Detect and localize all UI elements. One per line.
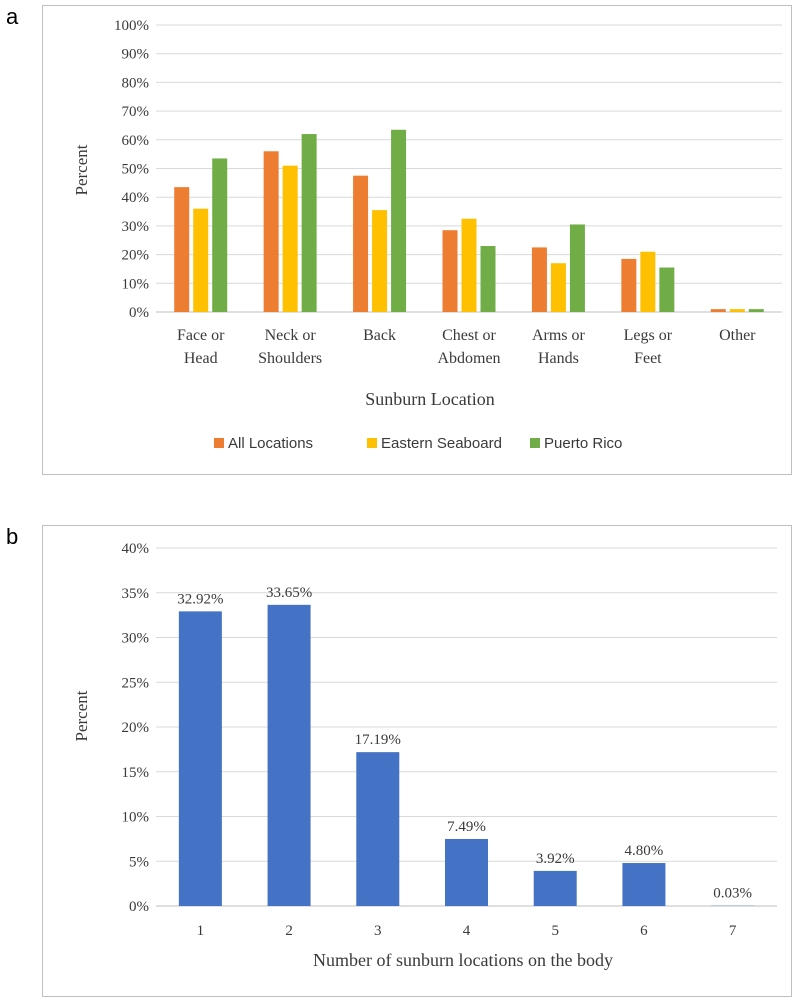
chart-b-category-label: 5 xyxy=(551,923,559,939)
chart-a-ytick-label: 10% xyxy=(122,276,150,292)
panel-b-letter: b xyxy=(6,524,19,549)
data-label: 0.03% xyxy=(713,886,752,902)
chart-b-plot: 0% 5% 10% 15% 20% 25% 30% 35% 40% 32.92% 1 33.65% 2 1… xyxy=(122,541,777,939)
chart-a-category-label: Face or xyxy=(177,327,225,344)
chart-a-category-label: Arms or xyxy=(532,327,586,344)
bar-value xyxy=(622,863,666,906)
chart-b-category-label: 7 xyxy=(729,923,737,939)
chart-b-xlabel: Number of sunburn locations on the body xyxy=(313,950,613,970)
bar-eastern-seaboard xyxy=(461,218,477,312)
chart-b-category-label: 6 xyxy=(640,923,648,939)
chart-a-category-label: Other xyxy=(719,327,756,344)
bar-all-locations xyxy=(353,175,369,312)
chart-a-xlabel: Sunburn Location xyxy=(365,389,494,409)
chart-a-category-label: Feet xyxy=(634,350,662,367)
bar-all-locations xyxy=(621,258,637,312)
bar-eastern-seaboard xyxy=(282,165,298,312)
chart-a-ytick-label: 60% xyxy=(122,133,150,149)
legend-swatch xyxy=(214,438,224,448)
chart-a-category-label: Chest or xyxy=(442,327,496,344)
bar-value xyxy=(533,870,577,906)
chart-a-frame xyxy=(42,5,792,475)
chart-a-category-label: Back xyxy=(363,327,396,344)
bar-puerto-rico xyxy=(569,224,585,312)
bar-puerto-rico xyxy=(212,158,228,312)
bar-puerto-rico xyxy=(748,309,764,312)
bar-puerto-rico xyxy=(480,245,496,312)
panel-a-letter: a xyxy=(6,4,19,29)
chart-b-ytick-label: 0% xyxy=(129,899,149,915)
chart-a-ytick-label: 90% xyxy=(122,47,150,63)
chart-a-ytick-label: 0% xyxy=(129,305,149,321)
bar-all-locations xyxy=(710,309,726,312)
chart-b-ylabel: Percent xyxy=(72,690,91,741)
bar-all-locations xyxy=(531,247,547,312)
legend-label: Eastern Seaboard xyxy=(381,435,502,452)
bar-value xyxy=(356,752,400,906)
bar-all-locations xyxy=(174,187,190,312)
bar-eastern-seaboard xyxy=(193,208,209,312)
bar-eastern-seaboard xyxy=(372,210,388,312)
chart-a-ytick-label: 100% xyxy=(114,18,149,34)
chart-b-ytick-label: 5% xyxy=(129,854,149,870)
bar-puerto-rico xyxy=(659,267,675,312)
chart-a-ytick-label: 50% xyxy=(122,162,150,178)
bar-value xyxy=(178,611,222,906)
bar-eastern-seaboard xyxy=(640,251,656,312)
chart-a-plot: 0% 10% 20% 30% 40% 50% 60% 70% 80% 90% 100% Face or… xyxy=(114,18,782,452)
data-label: 3.92% xyxy=(536,851,575,867)
bar-eastern-seaboard xyxy=(729,309,745,312)
bar-eastern-seaboard xyxy=(550,263,566,312)
chart-b-ytick-label: 10% xyxy=(122,810,150,826)
chart-b-category-label: 4 xyxy=(463,923,471,939)
chart-b-category-label: 1 xyxy=(197,923,205,939)
chart-b-frame xyxy=(42,525,792,997)
data-label: 17.19% xyxy=(355,732,401,748)
chart-a-category-label: Legs or xyxy=(624,327,673,344)
chart-a-category-label: Shoulders xyxy=(258,350,322,367)
bar-value xyxy=(267,604,311,906)
chart-a-ytick-label: 40% xyxy=(122,190,150,206)
bar-all-locations xyxy=(442,230,458,312)
legend-swatch xyxy=(530,438,540,448)
data-label: 4.80% xyxy=(625,843,664,859)
chart-a-category-label: Abdomen xyxy=(437,350,500,367)
data-label: 32.92% xyxy=(177,591,223,607)
legend-label: Puerto Rico xyxy=(544,435,622,452)
chart-b-ytick-label: 15% xyxy=(122,765,150,781)
chart-a-ytick-label: 20% xyxy=(122,248,150,264)
chart-b-category-label: 3 xyxy=(374,923,382,939)
chart-b-ytick-label: 25% xyxy=(122,675,150,691)
data-label: 7.49% xyxy=(447,819,486,835)
chart-a-ytick-label: 80% xyxy=(122,75,150,91)
chart-b-category-label: 2 xyxy=(285,923,293,939)
chart-a-category-label: Hands xyxy=(538,350,579,367)
chart-b-ytick-label: 40% xyxy=(122,541,150,557)
chart-a-category-label: Neck or xyxy=(265,327,317,344)
data-label: 33.65% xyxy=(266,585,312,601)
legend-swatch xyxy=(367,438,377,448)
chart-a-category-label: Head xyxy=(184,350,218,367)
chart-a-ylabel: Percent xyxy=(72,144,91,195)
chart-a-ytick-label: 30% xyxy=(122,219,150,235)
bar-puerto-rico xyxy=(301,134,317,312)
bar-all-locations xyxy=(263,151,279,312)
chart-a-ytick-label: 70% xyxy=(122,104,150,120)
chart-b-ytick-label: 20% xyxy=(122,720,150,736)
bar-puerto-rico xyxy=(391,129,407,312)
chart-b-ytick-label: 30% xyxy=(122,631,150,647)
legend-label: All Locations xyxy=(228,435,313,452)
bar-value xyxy=(445,838,488,906)
chart-b-ytick-label: 35% xyxy=(122,586,150,602)
